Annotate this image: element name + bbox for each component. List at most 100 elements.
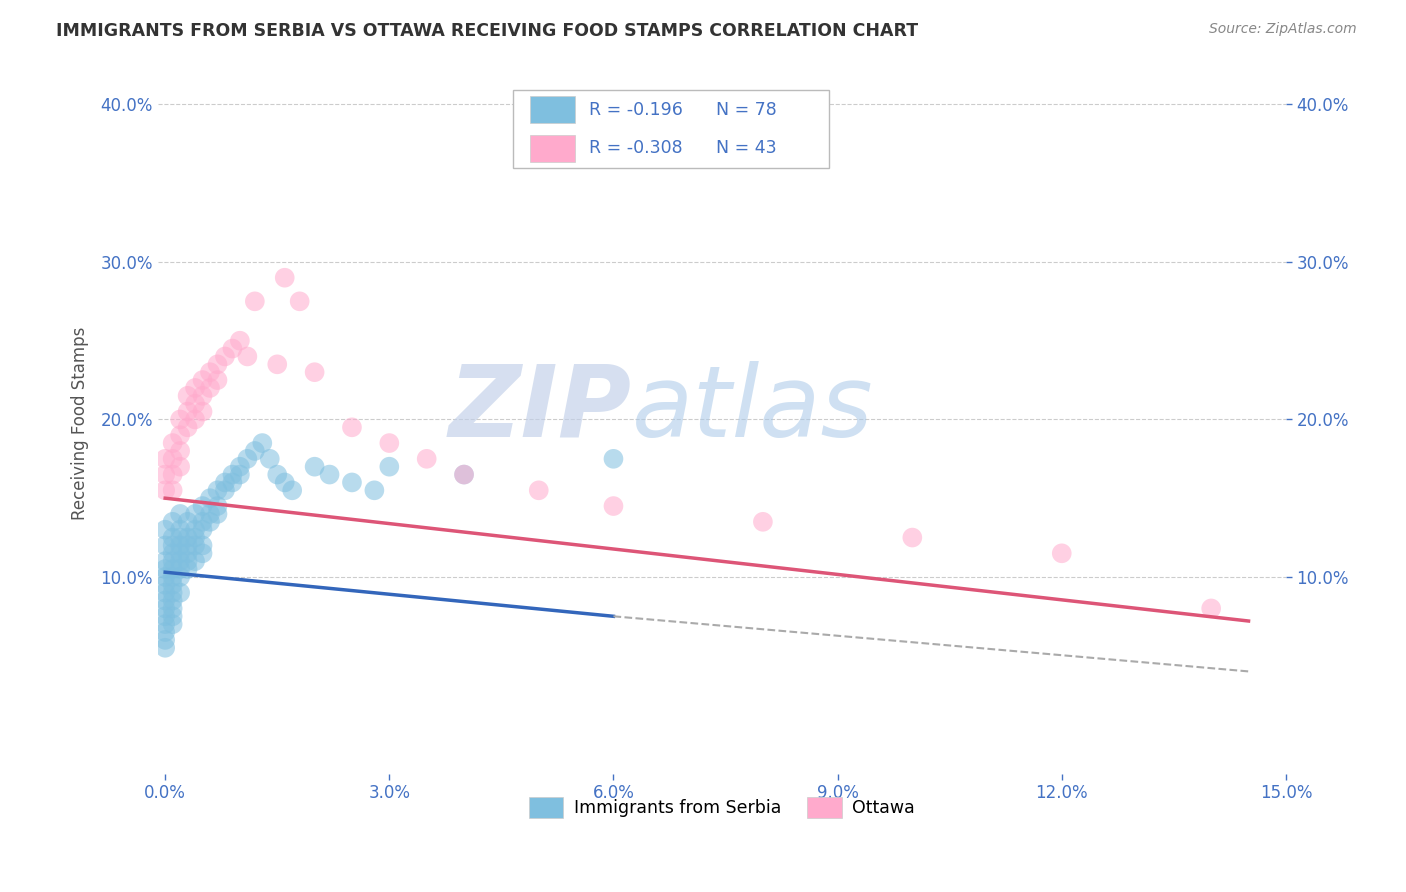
Point — [198, 381, 221, 395]
Text: N = 78: N = 78 — [716, 101, 778, 119]
Point — [214, 350, 236, 364]
Point — [169, 531, 191, 545]
Point — [169, 507, 191, 521]
Point — [162, 554, 184, 568]
Point — [752, 515, 775, 529]
Point — [162, 467, 184, 482]
Point — [169, 428, 191, 442]
Point — [266, 467, 288, 482]
Point — [162, 538, 184, 552]
Point — [169, 546, 191, 560]
Point — [153, 601, 176, 615]
Point — [191, 538, 214, 552]
Point — [191, 404, 214, 418]
Point — [236, 451, 259, 466]
Point — [191, 523, 214, 537]
Point — [153, 554, 176, 568]
Point — [191, 499, 214, 513]
Point — [153, 617, 176, 632]
Point — [162, 531, 184, 545]
Point — [162, 593, 184, 607]
Point — [169, 444, 191, 458]
Point — [198, 365, 221, 379]
Point — [169, 412, 191, 426]
Point — [184, 523, 207, 537]
Point — [176, 515, 198, 529]
Text: ZIP: ZIP — [449, 361, 631, 458]
Point — [162, 483, 184, 498]
Point — [527, 483, 550, 498]
Point — [184, 397, 207, 411]
Point — [207, 357, 229, 371]
Point — [153, 523, 176, 537]
Point — [184, 381, 207, 395]
Point — [153, 578, 176, 592]
Point — [453, 467, 475, 482]
Point — [229, 334, 252, 348]
Point — [602, 451, 624, 466]
Point — [153, 609, 176, 624]
Point — [176, 420, 198, 434]
Point — [184, 507, 207, 521]
Point — [153, 451, 176, 466]
Point — [207, 499, 229, 513]
Point — [162, 570, 184, 584]
Point — [274, 475, 297, 490]
Point — [229, 459, 252, 474]
Point — [176, 404, 198, 418]
Point — [363, 483, 385, 498]
Point — [221, 475, 243, 490]
Point — [169, 585, 191, 599]
Point — [378, 436, 401, 450]
Point — [229, 467, 252, 482]
Point — [184, 412, 207, 426]
Point — [153, 483, 176, 498]
Point — [243, 444, 266, 458]
Point — [153, 585, 176, 599]
Point — [266, 357, 288, 371]
Point — [378, 459, 401, 474]
Point — [198, 507, 221, 521]
FancyBboxPatch shape — [513, 90, 830, 168]
Point — [162, 578, 184, 592]
Point — [214, 475, 236, 490]
Point — [221, 467, 243, 482]
Point — [602, 499, 624, 513]
Point — [176, 531, 198, 545]
Legend: Immigrants from Serbia, Ottawa: Immigrants from Serbia, Ottawa — [522, 789, 922, 825]
Point — [221, 342, 243, 356]
Point — [184, 554, 207, 568]
Point — [162, 609, 184, 624]
Point — [415, 451, 437, 466]
Point — [153, 640, 176, 655]
Text: IMMIGRANTS FROM SERBIA VS OTTAWA RECEIVING FOOD STAMPS CORRELATION CHART: IMMIGRANTS FROM SERBIA VS OTTAWA RECEIVI… — [56, 22, 918, 40]
Point — [169, 459, 191, 474]
Point — [191, 515, 214, 529]
Point — [169, 562, 191, 576]
Point — [236, 350, 259, 364]
Point — [169, 554, 191, 568]
Point — [207, 373, 229, 387]
Point — [191, 389, 214, 403]
Point — [214, 483, 236, 498]
Point — [162, 515, 184, 529]
FancyBboxPatch shape — [530, 135, 575, 161]
Point — [274, 270, 297, 285]
Point — [169, 523, 191, 537]
Point — [207, 483, 229, 498]
Point — [1199, 601, 1222, 615]
Text: atlas: atlas — [631, 361, 873, 458]
Point — [176, 538, 198, 552]
Point — [162, 601, 184, 615]
Point — [184, 538, 207, 552]
Point — [184, 531, 207, 545]
Point — [207, 507, 229, 521]
Point — [288, 294, 311, 309]
Text: R = -0.308: R = -0.308 — [589, 139, 682, 157]
Point — [252, 436, 274, 450]
Point — [176, 554, 198, 568]
Point — [169, 538, 191, 552]
Point — [304, 365, 326, 379]
FancyBboxPatch shape — [530, 96, 575, 123]
Point — [162, 436, 184, 450]
